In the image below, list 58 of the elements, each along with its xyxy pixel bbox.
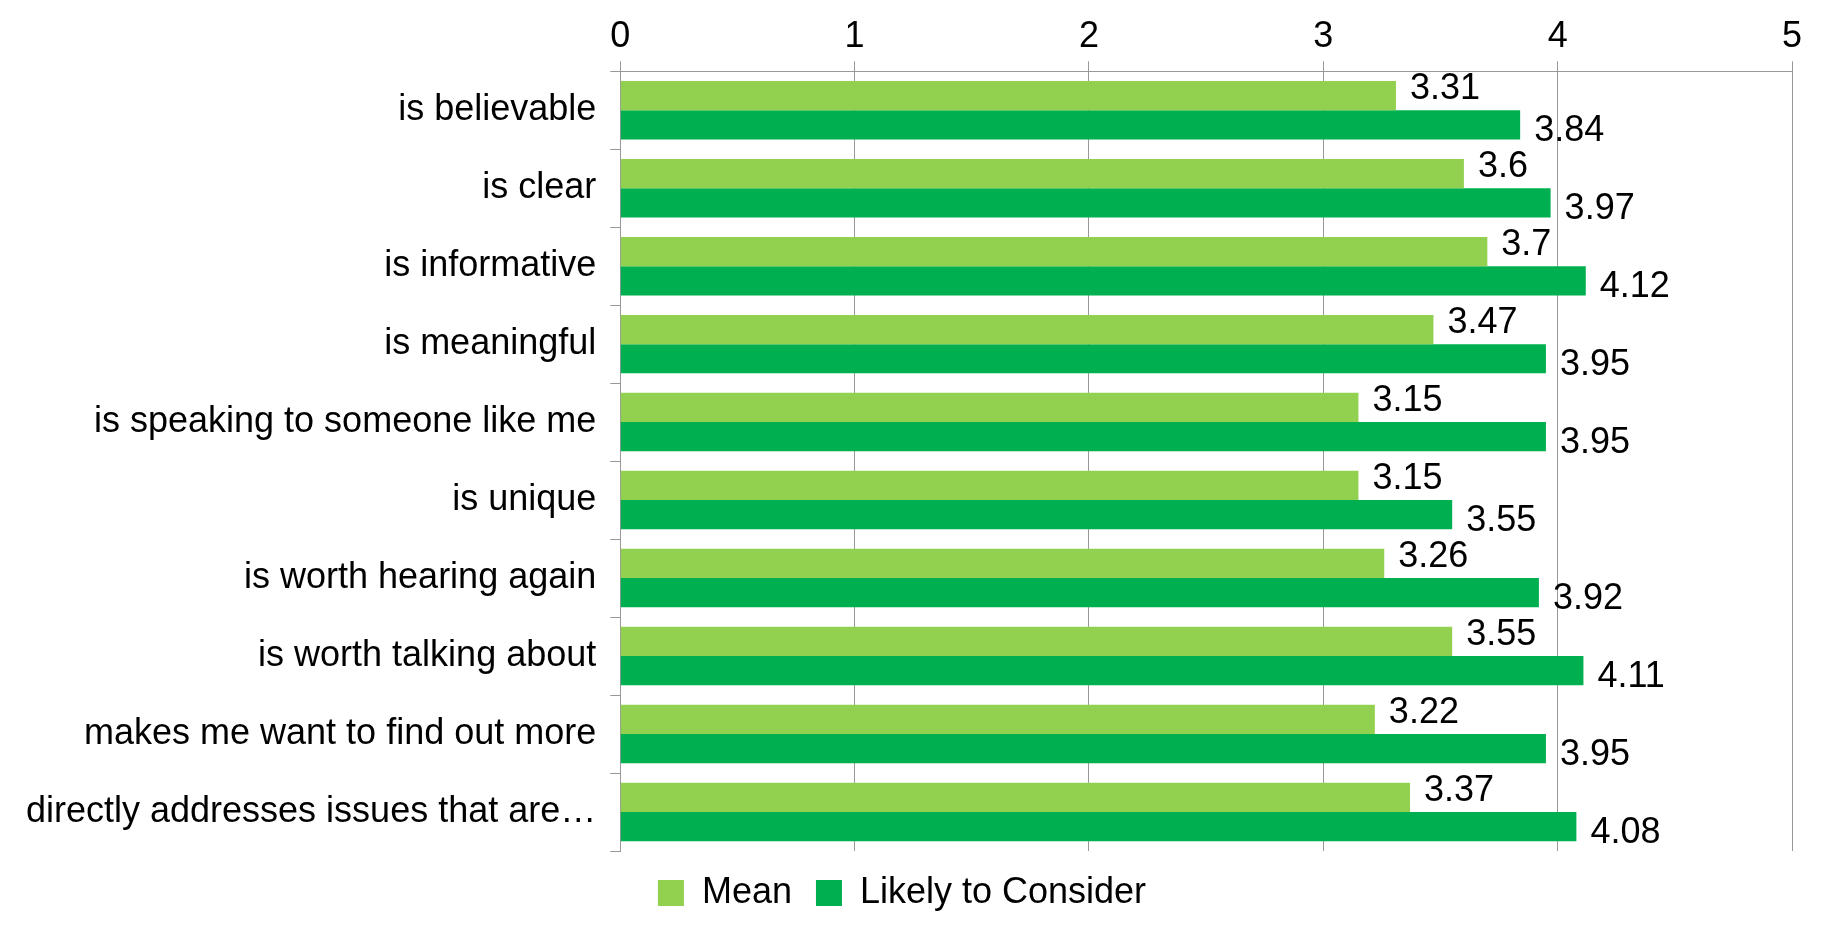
y-tick-label: is meaningful: [384, 321, 597, 363]
data-label: 3.31: [1409, 66, 1481, 108]
y-tick-label: directly addresses issues that are…: [25, 788, 597, 830]
data-label: 3.84: [1534, 107, 1605, 149]
y-tick-label: is worth hearing again: [244, 554, 597, 596]
bar: [620, 236, 1488, 267]
bar: [620, 626, 1453, 657]
data-label: 4.11: [1597, 653, 1665, 695]
bar: [620, 344, 1546, 374]
data-label: 3.97: [1564, 185, 1635, 227]
x-tick-label: 4: [1547, 13, 1568, 55]
data-label: 3.15: [1372, 456, 1443, 498]
y-tick-label: is informative: [384, 243, 597, 285]
x-tick-label: 2: [1078, 13, 1099, 55]
y-tick-label: is clear: [482, 165, 597, 207]
bar: [620, 500, 1453, 530]
y-tick-label: is unique: [452, 477, 597, 519]
x-tick-label: 0: [610, 13, 631, 55]
data-label: 3.26: [1398, 534, 1469, 576]
bar: [620, 158, 1464, 189]
data-label: 3.92: [1552, 575, 1623, 617]
x-tick-label: 5: [1781, 13, 1803, 55]
data-label: 3.15: [1372, 378, 1443, 420]
legend-label: Mean: [701, 869, 792, 911]
bar: [620, 782, 1411, 813]
bar: [620, 392, 1359, 423]
data-label: 3.47: [1447, 300, 1518, 342]
bar: [620, 422, 1546, 452]
data-label: 3.95: [1559, 419, 1631, 461]
y-tick-label: is believable: [398, 87, 597, 129]
bar: [620, 734, 1546, 764]
bar: [620, 188, 1551, 218]
bar: [620, 314, 1434, 345]
bar: [620, 110, 1521, 140]
data-label: 3.37: [1424, 768, 1495, 810]
bar: [620, 548, 1385, 579]
data-label: 3.22: [1388, 690, 1459, 732]
bar: [620, 80, 1396, 111]
data-label: 3.7: [1501, 222, 1552, 264]
x-tick-label: 1: [844, 13, 865, 55]
data-label: 3.95: [1559, 731, 1631, 773]
bar: [620, 656, 1584, 686]
bar: [620, 704, 1375, 735]
y-tick-label: makes me want to find out more: [84, 710, 597, 752]
data-label: 3.55: [1466, 497, 1537, 539]
bar: [620, 470, 1359, 501]
y-tick-label: is worth talking about: [258, 632, 597, 674]
y-tick-label: is speaking to someone like me: [93, 399, 597, 441]
bar: [620, 266, 1586, 296]
bar: [620, 812, 1577, 842]
x-tick-label: 3: [1313, 13, 1334, 55]
data-label: 4.12: [1599, 263, 1670, 305]
data-label: 3.55: [1466, 612, 1537, 654]
data-label: 4.08: [1590, 809, 1661, 851]
data-label: 3.95: [1559, 341, 1631, 383]
data-label: 3.6: [1477, 144, 1528, 186]
legend-label: Likely to Consider: [859, 869, 1147, 911]
bar: [620, 578, 1539, 608]
